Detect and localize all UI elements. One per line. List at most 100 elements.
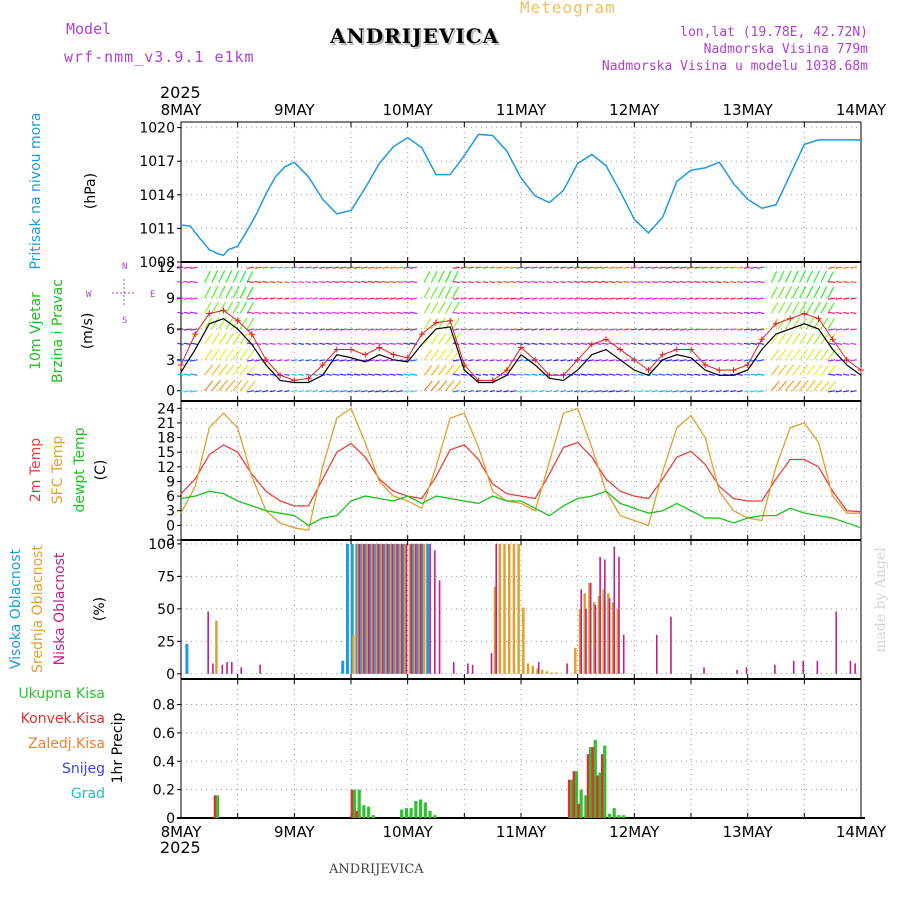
- wind-barb: [503, 359, 510, 362]
- wind-barb: [580, 280, 588, 284]
- cloud-low-bar: [835, 611, 838, 674]
- wind-barb: [715, 328, 722, 331]
- wind-barb: [658, 311, 666, 315]
- wind-barb: [339, 328, 347, 331]
- y-tick-label: 15: [157, 445, 175, 461]
- wind-barb: [183, 266, 191, 269]
- precip-total-bar: [418, 799, 423, 818]
- cloud-low-bar: [438, 580, 441, 674]
- wind-barb: [346, 359, 354, 362]
- wind-barb: [403, 390, 411, 393]
- wind-barb: [339, 373, 347, 376]
- wind-barb: [799, 380, 809, 392]
- wind-barb: [246, 317, 255, 330]
- wind-barb: [608, 373, 616, 376]
- wind-barb: [305, 311, 311, 315]
- wind-gust-marker: [362, 351, 369, 358]
- wind-barb: [587, 311, 595, 315]
- cloud-low-bar: [396, 543, 398, 674]
- wind-gust-marker: [716, 367, 723, 374]
- wind-barb: [715, 390, 722, 393]
- wind-barb: [460, 266, 467, 269]
- cloud-low-bar: [240, 667, 243, 674]
- footer-station: ANDRIJEVICA: [329, 862, 424, 877]
- wind-barb: [218, 379, 229, 392]
- wind-barb: [770, 271, 778, 283]
- wind-barb: [475, 266, 481, 269]
- wind-barb: [353, 297, 361, 300]
- wind-barb: [701, 297, 708, 300]
- wind-barb: [239, 270, 247, 283]
- wind-barb: [496, 328, 503, 331]
- cloud-low-bar: [212, 663, 214, 674]
- cloud-mid-bar: [404, 543, 407, 674]
- wind-barb: [489, 297, 496, 300]
- wind-barb: [694, 311, 701, 315]
- wind-barb: [319, 328, 326, 331]
- wind-barb: [452, 311, 460, 315]
- wind-barb: [246, 266, 255, 270]
- wind-barb: [791, 270, 799, 283]
- wind-gust-marker: [234, 317, 241, 324]
- wind-barb: [723, 328, 729, 331]
- wind-barb: [587, 280, 595, 284]
- wind-barb: [346, 390, 354, 393]
- wind-barb: [353, 342, 361, 345]
- wind-barb: [730, 342, 736, 345]
- wind-barb: [623, 359, 630, 362]
- wind-barb: [623, 328, 630, 331]
- wind-barb: [475, 342, 481, 345]
- wind-barb: [211, 285, 219, 299]
- wind-gust-marker: [617, 346, 624, 353]
- wind-barb: [850, 342, 857, 345]
- wind-barb: [374, 373, 382, 376]
- wind-barb: [538, 311, 545, 315]
- wind-barb: [269, 359, 276, 362]
- wind-barb: [756, 328, 765, 331]
- wind-barb: [777, 348, 787, 361]
- y-tick-label: 25: [157, 634, 175, 650]
- wind-barb: [637, 266, 644, 269]
- wind-barb: [835, 373, 843, 376]
- wind-barb: [806, 317, 815, 330]
- wind-barb: [475, 297, 481, 300]
- wind-barb: [567, 390, 574, 393]
- wind-barb: [246, 373, 255, 376]
- precip-total-bar: [570, 779, 574, 818]
- wind-barb: [799, 285, 807, 299]
- wind-barb: [784, 317, 793, 330]
- wind-barb: [665, 390, 673, 393]
- wind-barb: [623, 297, 630, 300]
- wind-barb: [531, 280, 538, 284]
- wind-barb: [225, 348, 235, 361]
- wind-barb: [269, 328, 276, 331]
- wind-barb: [403, 373, 411, 376]
- wind-barb: [516, 311, 524, 315]
- y-tick-label: 3: [166, 353, 175, 369]
- precip-total-bar: [622, 815, 626, 818]
- cloud-low-bar: [774, 664, 776, 674]
- wind-gust-marker: [546, 372, 553, 379]
- wind-barb: [239, 286, 247, 299]
- wind-barb: [360, 311, 368, 315]
- cloud-mid-bar: [607, 593, 610, 674]
- wind-barb: [291, 297, 297, 300]
- wind-barb: [777, 317, 786, 330]
- wind-barb: [305, 266, 311, 269]
- wind-barb: [686, 297, 694, 300]
- cloud-low-bar: [377, 543, 379, 674]
- wind-barb: [820, 380, 830, 392]
- wind-barb: [842, 297, 850, 300]
- wind-barb: [770, 364, 780, 376]
- wind-barb: [580, 359, 588, 362]
- wind-barb: [437, 364, 447, 376]
- wind-barb: [686, 359, 694, 362]
- wind-barb: [389, 342, 396, 345]
- wind-barb: [503, 328, 510, 331]
- wind-barb: [827, 271, 834, 283]
- wind-barb: [601, 390, 609, 393]
- wind-barb: [452, 317, 460, 330]
- cloud-high-bar: [341, 660, 345, 674]
- wind-gust-marker: [858, 367, 864, 374]
- wind-barb: [538, 266, 545, 269]
